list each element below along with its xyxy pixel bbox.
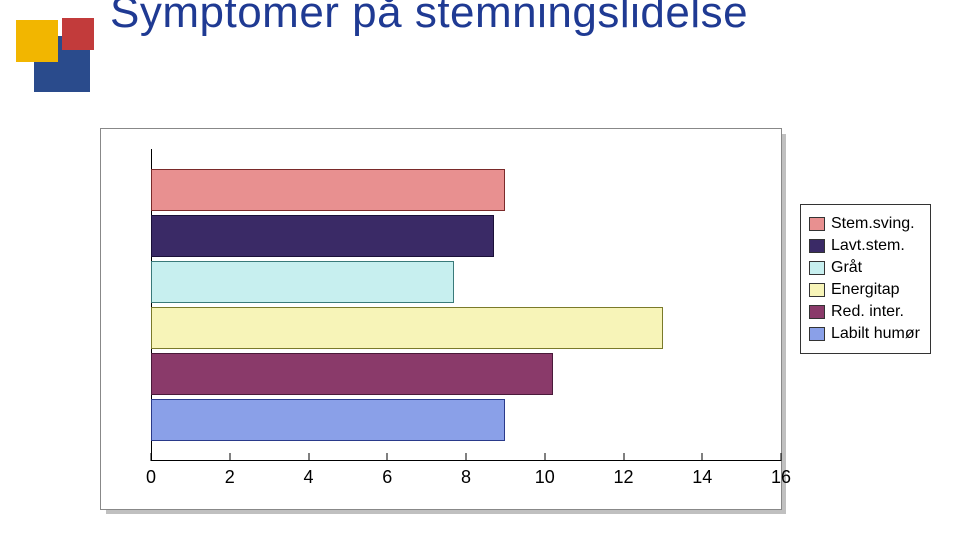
- tick-label: 4: [303, 467, 313, 488]
- symptom-bar-chart: 0246810121416: [100, 128, 782, 510]
- tick-mark: [781, 453, 782, 461]
- deco-square: [16, 20, 58, 62]
- legend-label: Red. inter.: [831, 303, 904, 321]
- tick-label: 10: [535, 467, 555, 488]
- legend-item-grat: Gråt: [809, 259, 920, 277]
- tick-label: 16: [771, 467, 791, 488]
- legend-item-labilt: Labilt humør: [809, 325, 920, 343]
- tick-mark: [229, 453, 230, 461]
- bar-grat: [151, 261, 454, 303]
- bar-stem_sving: [151, 169, 505, 211]
- tick-mark: [387, 453, 388, 461]
- tick-mark: [466, 453, 467, 461]
- tick-mark: [623, 453, 624, 461]
- legend-item-energitap: Energitap: [809, 281, 920, 299]
- tick-mark: [151, 453, 152, 461]
- legend-swatch: [809, 239, 825, 253]
- x-ticks: 0246810121416: [151, 461, 781, 509]
- legend-label: Labilt humør: [831, 325, 920, 343]
- bar-lavt_stem: [151, 215, 494, 257]
- legend: Stem.sving. Lavt.stem. Gråt Energitap Red. i…: [800, 204, 931, 354]
- tick-mark: [702, 453, 703, 461]
- bar-red_inter: [151, 353, 553, 395]
- slide: Symptomer på stemningslidelse 0 2 4 6 8 10 12 1…: [0, 0, 960, 548]
- bar-energitap: [151, 307, 663, 349]
- page-title: Symptomer på stemningslidelse: [110, 0, 748, 38]
- bar-labilt: [151, 399, 505, 441]
- legend-label: Lavt.stem.: [831, 237, 905, 255]
- tick-label: 2: [225, 467, 235, 488]
- tick-label: 14: [692, 467, 712, 488]
- legend-item-lavt_stem: Lavt.stem.: [809, 237, 920, 255]
- tick-label: 12: [613, 467, 633, 488]
- tick-mark: [544, 453, 545, 461]
- legend-swatch: [809, 327, 825, 341]
- bars-group: [151, 149, 781, 461]
- legend-label: Stem.sving.: [831, 215, 915, 233]
- legend-swatch: [809, 261, 825, 275]
- legend-swatch: [809, 305, 825, 319]
- legend-item-red_inter: Red. inter.: [809, 303, 920, 321]
- legend-swatch: [809, 217, 825, 231]
- deco-square: [62, 18, 94, 50]
- legend-item-stem_sving: Stem.sving.: [809, 215, 920, 233]
- legend-swatch: [809, 283, 825, 297]
- tick-label: 8: [461, 467, 471, 488]
- legend-label: Gråt: [831, 259, 862, 277]
- tick-mark: [308, 453, 309, 461]
- legend-label: Energitap: [831, 281, 900, 299]
- tick-label: 6: [382, 467, 392, 488]
- tick-label: 0: [146, 467, 156, 488]
